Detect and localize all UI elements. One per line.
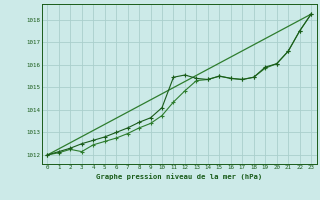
X-axis label: Graphe pression niveau de la mer (hPa): Graphe pression niveau de la mer (hPa) <box>96 173 262 180</box>
